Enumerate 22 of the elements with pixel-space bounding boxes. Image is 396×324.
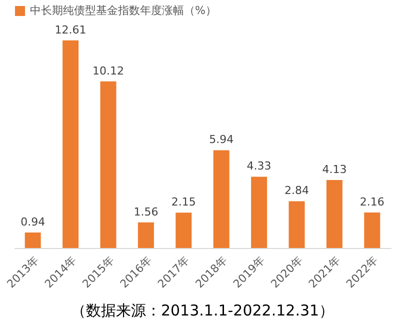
data-label: 2.16 xyxy=(360,195,384,208)
bar xyxy=(213,150,230,248)
data-label: 5.94 xyxy=(209,133,234,146)
data-label: 2.15 xyxy=(171,196,196,209)
data-label: 0.94 xyxy=(20,216,46,229)
data-label: 2.84 xyxy=(284,184,309,198)
data-label: 10.12 xyxy=(92,64,124,78)
bar xyxy=(24,232,41,248)
bar xyxy=(138,222,154,248)
data-label: 12.61 xyxy=(54,23,86,36)
bar xyxy=(251,176,268,248)
bar xyxy=(176,212,192,248)
legend-label: 中长期纯债型基金指数年度涨幅（%） xyxy=(30,4,216,17)
bar xyxy=(364,212,380,248)
text: （数据来源：2013.1.1-2022.12.31） xyxy=(70,301,334,320)
data-label: 4.13 xyxy=(322,163,347,176)
bar xyxy=(62,40,79,248)
data-label: 1.56 xyxy=(134,205,158,218)
data-label: 4.33 xyxy=(246,160,272,173)
bar xyxy=(326,180,342,248)
bar xyxy=(288,201,305,248)
bar xyxy=(100,81,116,248)
